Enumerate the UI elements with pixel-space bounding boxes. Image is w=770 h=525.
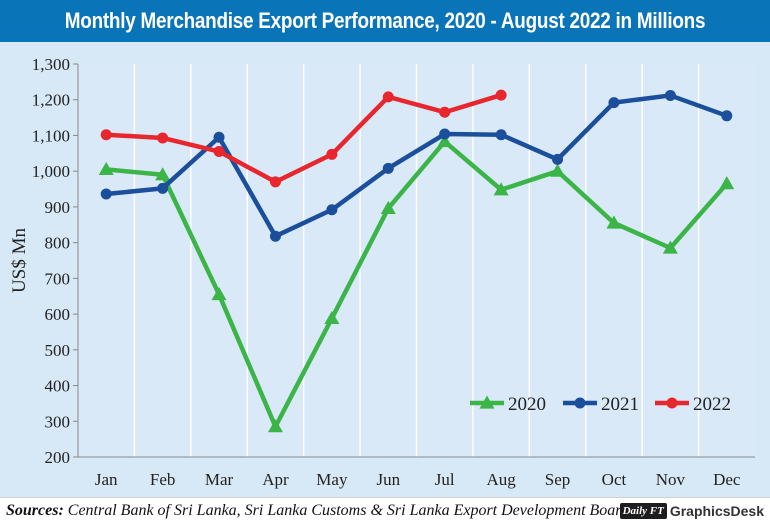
x-tick-label: Sep xyxy=(545,470,571,489)
y-tick-label: 900 xyxy=(45,198,71,217)
data-point-2022 xyxy=(495,89,507,101)
x-tick-label: Jul xyxy=(435,470,455,489)
y-tick-label: 400 xyxy=(45,377,71,396)
data-point-2022 xyxy=(326,148,338,160)
series-line-2021 xyxy=(103,93,730,239)
y-tick-label: 300 xyxy=(45,412,71,431)
data-point-2020 xyxy=(211,286,227,301)
x-tick-label: Jan xyxy=(95,470,118,489)
data-point-2020 xyxy=(324,310,340,325)
data-point-2022 xyxy=(157,132,169,144)
x-tick-label: Feb xyxy=(150,470,176,489)
legend-marker-2021 xyxy=(574,397,586,409)
data-point-2020 xyxy=(606,215,622,229)
data-point-2021 xyxy=(100,188,112,200)
data-point-2020 xyxy=(719,176,735,190)
x-tick-label: Oct xyxy=(602,470,627,489)
data-point-2022 xyxy=(213,146,225,158)
data-point-2020 xyxy=(550,163,566,177)
legend-label-2021: 2021 xyxy=(601,394,639,415)
y-tick-label: 600 xyxy=(45,305,71,324)
data-point-2021 xyxy=(326,204,338,216)
data-point-2020 xyxy=(155,167,171,181)
grid xyxy=(78,64,755,457)
legend: 2020 2021 2022 xyxy=(470,394,731,415)
y-tick-label: 1,000 xyxy=(32,162,70,181)
chart-title-bar: Monthly Merchandise Export Performance, … xyxy=(0,0,770,75)
data-point-2022 xyxy=(382,91,394,103)
legend-label-2020: 2020 xyxy=(508,394,546,415)
y-tick-label: 1,100 xyxy=(32,126,70,145)
data-point-2020 xyxy=(380,200,396,214)
data-point-2022 xyxy=(439,106,451,118)
data-point-2020 xyxy=(493,182,509,196)
x-tick-label: Dec xyxy=(713,470,741,489)
data-point-2022 xyxy=(269,176,281,188)
y-tick-label: 800 xyxy=(45,234,71,253)
data-point-2021 xyxy=(157,182,169,194)
line-chart: 200 300 400 500 600 700 800 900 1,000 1,100 1,200 1… xyxy=(9,55,755,489)
series xyxy=(98,89,735,433)
x-tick-label: May xyxy=(316,470,348,489)
y-tick-label: 1,300 xyxy=(32,55,70,74)
footer: Sources: Central Bank of Sri Lanka, Sri … xyxy=(0,497,770,525)
y-tick-label: 1,200 xyxy=(32,91,70,110)
x-tick-label: Nov xyxy=(656,470,686,489)
sources-text: Central Bank of Sri Lanka, Sri Lanka Cus… xyxy=(63,502,629,519)
data-point-2021 xyxy=(269,230,281,242)
data-point-2020 xyxy=(267,419,283,433)
data-point-2021 xyxy=(608,97,620,109)
x-tick-label: Apr xyxy=(262,470,289,489)
y-axis-label: US$ Mn xyxy=(9,228,30,293)
data-point-2021 xyxy=(213,131,225,143)
data-point-2020 xyxy=(98,161,114,176)
data-point-2021 xyxy=(664,89,676,101)
sources-note: Sources: Central Bank of Sri Lanka, Sri … xyxy=(6,502,629,520)
series-line-2020 xyxy=(103,139,730,429)
sources-label: Sources: xyxy=(6,502,64,519)
data-point-2021 xyxy=(382,162,394,174)
y-tick-label: 700 xyxy=(45,269,71,288)
series-line-2022 xyxy=(103,92,504,185)
x-tick-label: Mar xyxy=(205,470,234,489)
y-tick-label: 200 xyxy=(45,448,71,467)
x-tick-label: Jun xyxy=(376,470,400,489)
axes: 200 300 400 500 600 700 800 900 1,000 1,100 1,200 1… xyxy=(9,55,755,489)
legend-label-2022: 2022 xyxy=(693,394,731,415)
legend-marker-2022 xyxy=(666,397,678,409)
legend-marker-2020 xyxy=(479,395,495,409)
data-point-2020 xyxy=(662,240,678,254)
brand: Daily FT GraphicsDesk xyxy=(619,501,764,521)
y-tick-label: 500 xyxy=(45,341,71,360)
data-point-2021 xyxy=(439,128,451,140)
brand-text: GraphicsDesk xyxy=(669,503,764,519)
x-tick-label: Aug xyxy=(486,470,516,489)
data-point-2022 xyxy=(100,129,112,141)
data-point-2021 xyxy=(552,153,564,165)
data-point-2021 xyxy=(721,110,733,122)
brand-logo: Daily FT xyxy=(619,503,667,519)
data-point-2021 xyxy=(495,129,507,141)
data-point-2020 xyxy=(437,134,453,148)
